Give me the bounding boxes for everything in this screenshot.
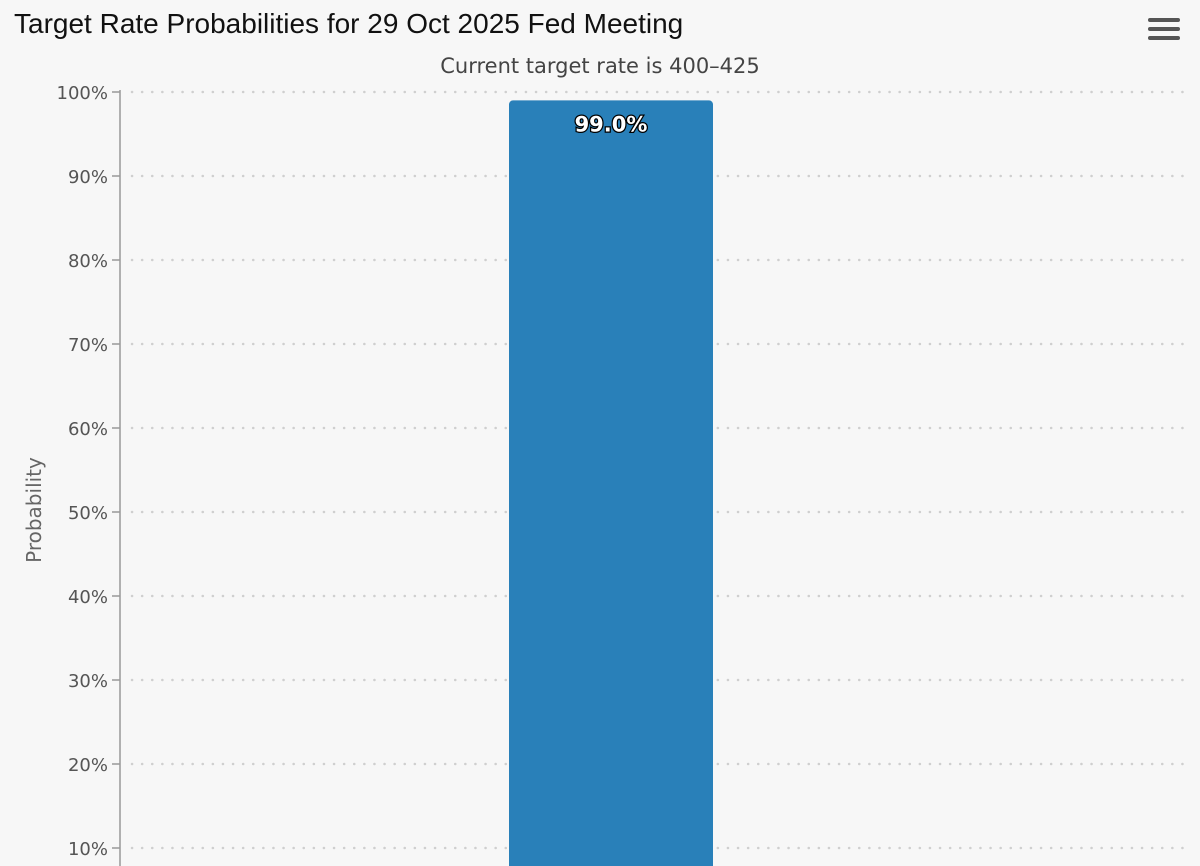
y-tick-label: 70% [68,335,108,356]
y-tick-label: 100% [57,83,108,104]
y-tick-label: 90% [68,167,108,188]
y-tick-label: 60% [68,419,108,440]
chart-subtitle: Current target rate is 400–425 [440,54,760,78]
y-tick-label: 50% [68,503,108,524]
y-tick-label: 20% [68,755,108,776]
y-tick-label: 30% [68,671,108,692]
chart-title: Target Rate Probabilities for 29 Oct 202… [14,8,684,39]
y-tick-label: 80% [68,251,108,272]
y-tick-label: 40% [68,587,108,608]
bar-data-label: 99.0% [575,112,648,136]
hamburger-menu-icon[interactable] [1148,18,1180,44]
y-tick-label: 10% [68,839,108,860]
bar [509,100,713,866]
